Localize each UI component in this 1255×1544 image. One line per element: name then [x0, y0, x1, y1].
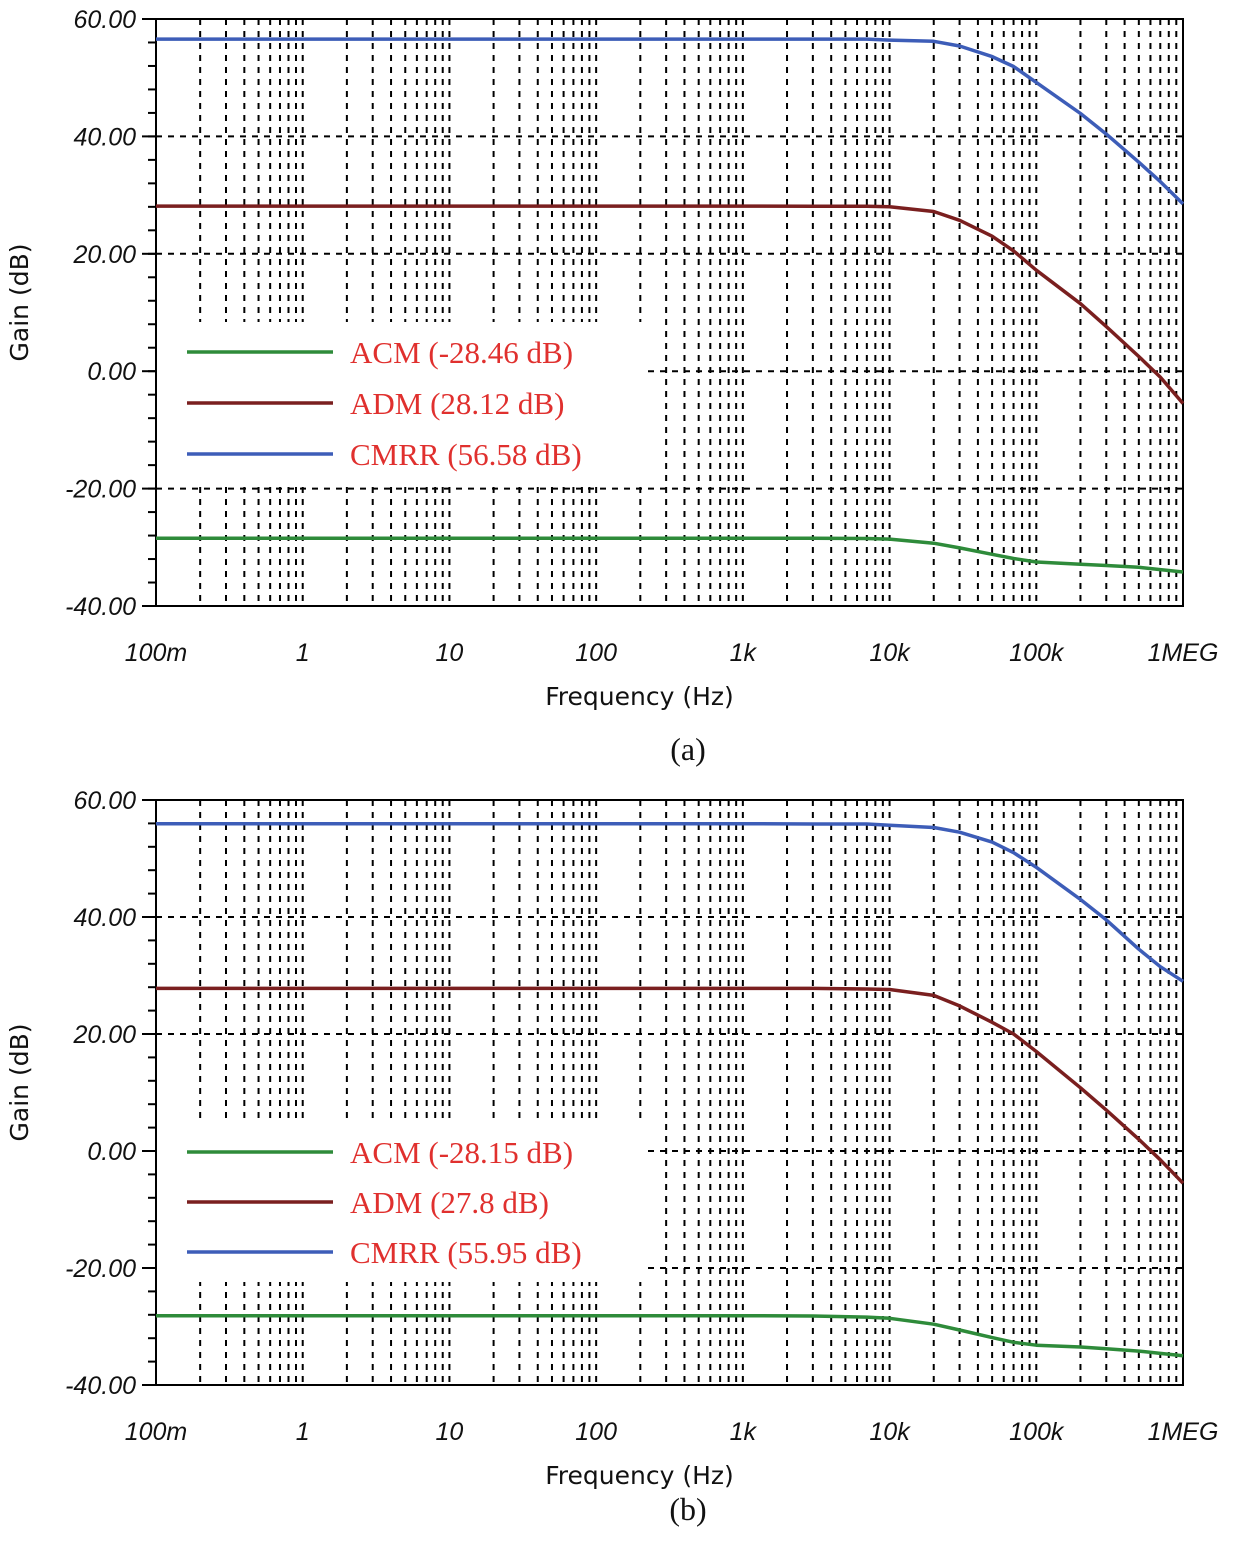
x-tick-label: 100 [575, 1418, 617, 1446]
y-axis-title: Gain (dB) [5, 1024, 34, 1142]
legend-label-adm: ADM (27.8 dB) [350, 1185, 549, 1220]
chart-a: 60.00 40.00 20.00 0.00 -20.00 -40.00 100m 1 10 10… [5, 6, 1219, 767]
y-tick-label: 60.00 [73, 787, 136, 815]
y-tick-label: -40.00 [65, 1372, 136, 1400]
y-tick-label: -20.00 [65, 1255, 136, 1283]
y-tick-label: -20.00 [65, 476, 136, 504]
x-tick-label: 1 [296, 1418, 310, 1446]
x-axis-title: Frequency (Hz) [545, 1461, 734, 1490]
series-line-acm [156, 536, 1184, 574]
x-tick-label: 100k [1009, 1418, 1065, 1446]
x-tick-label: 1MEG [1148, 639, 1219, 667]
legend-label-adm: ADM (28.12 dB) [350, 386, 564, 421]
x-tick-label: 10k [869, 639, 911, 667]
y-tick-label: 20.00 [72, 1021, 136, 1049]
panel-caption: (a) [670, 731, 706, 767]
y-tick-label: 0.00 [87, 1138, 136, 1166]
series-line-adm [156, 204, 1185, 405]
x-tick-label: 1k [730, 1418, 758, 1446]
x-tick-label: 100k [1009, 639, 1065, 667]
x-axis-title: Frequency (Hz) [545, 682, 734, 711]
x-tick-label: 100m [125, 1418, 188, 1446]
x-tick-label: 10 [436, 1418, 464, 1446]
x-tick-label: 10 [436, 639, 464, 667]
series-line-acm [156, 1313, 1184, 1358]
series-line-cmrr [156, 37, 1185, 206]
x-tick-label: 1 [296, 639, 310, 667]
y-tick-label: -40.00 [65, 593, 136, 621]
figure-a: 60.00 40.00 20.00 0.00 -20.00 -40.00 100m 1 10 10… [5, 6, 1219, 767]
figure-b: 60.00 40.00 20.00 0.00 -20.00 -40.00 100m 1 10 10… [0, 780, 1255, 1544]
chart-b: 60.00 40.00 20.00 0.00 -20.00 -40.00 100m 1 10 10… [5, 787, 1219, 1527]
y-tick-label: 40.00 [73, 904, 136, 932]
x-tick-label: 1k [730, 639, 758, 667]
plot-frame [155, 18, 1184, 607]
y-tick-label: 20.00 [72, 241, 136, 269]
grid [156, 19, 1183, 606]
x-tick-label: 10k [869, 1418, 911, 1446]
y-axis-title: Gain (dB) [5, 244, 34, 362]
panel-caption: (b) [669, 1491, 706, 1527]
legend-label-cmrr: CMRR (56.58 dB) [350, 437, 582, 472]
legend-label-cmrr: CMRR (55.95 dB) [350, 1235, 582, 1270]
x-tick-label: 100m [125, 639, 188, 667]
series-line-cmrr [156, 821, 1184, 983]
x-tick-label: 100 [575, 639, 617, 667]
plot-frame [155, 799, 1184, 1386]
legend-label-acm: ACM (-28.46 dB) [350, 335, 573, 370]
y-tick-label: 40.00 [73, 123, 136, 151]
legend-label-acm: ACM (-28.15 dB) [350, 1135, 573, 1170]
grid [156, 800, 1183, 1385]
y-tick-label: 0.00 [87, 358, 136, 386]
x-tick-label: 1MEG [1148, 1418, 1219, 1446]
y-tick-label: 60.00 [73, 6, 136, 34]
series-line-adm [156, 986, 1185, 1185]
